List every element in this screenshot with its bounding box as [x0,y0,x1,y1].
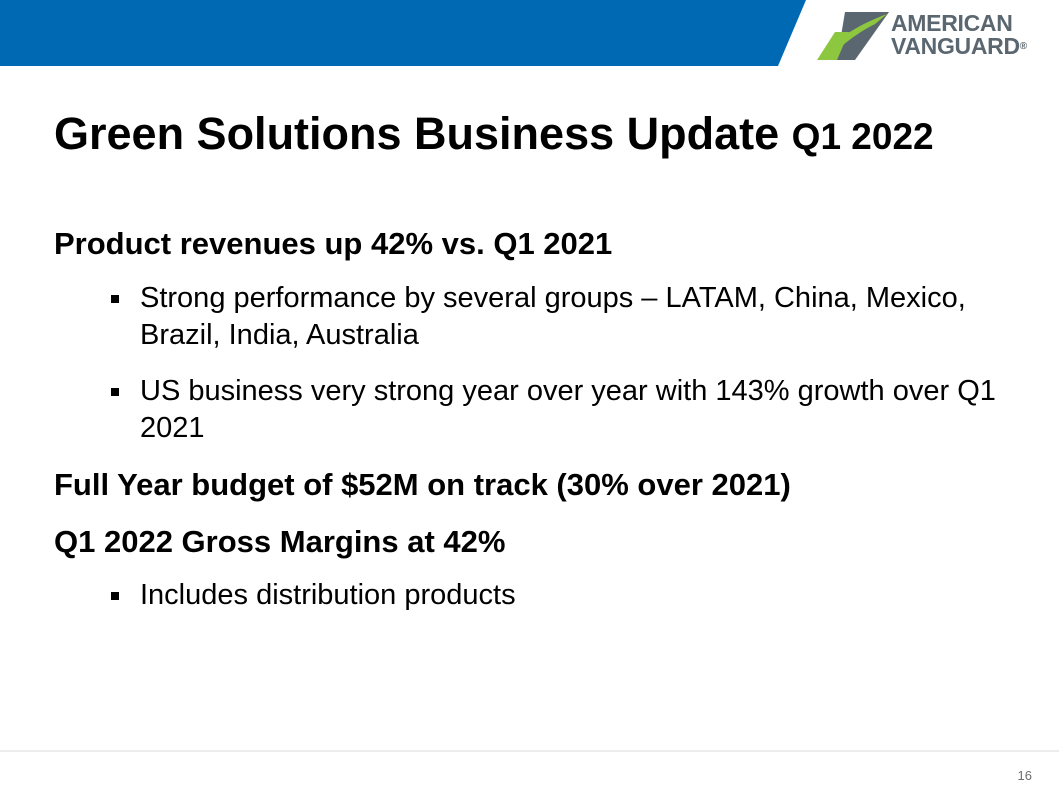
logo-line-1: AMERICAN [891,10,1013,36]
margins-bullet-1: Includes distribution products [54,577,1014,614]
margins-bullet-list: Includes distribution products [54,577,1014,614]
margins-bullet-1-text: Includes distribution products [140,579,516,611]
header-band-shape [0,0,806,66]
revenues-bullet-1-text: Strong performance by several groups – L… [140,282,966,351]
slide-title-main: Green Solutions Business Update [54,108,780,159]
logo-wordmark: AMERICAN VANGUARD® [891,12,1027,58]
company-logo: AMERICAN VANGUARD® [815,10,1045,62]
revenues-heading: Product revenues up 42% vs. Q1 2021 [54,226,613,261]
logo-reg-mark: ® [1019,41,1027,52]
footer-divider [0,750,1059,752]
revenues-bullet-2-text: US business very strong year over year w… [140,375,996,444]
budget-heading: Full Year budget of $52M on track (30% o… [54,467,791,502]
page-number: 16 [1017,768,1032,783]
logo-mark-icon [817,12,889,60]
slide-body: Product revenues up 42% vs. Q1 2021 Stro… [54,226,1014,614]
header-band [0,0,1059,66]
margins-heading: Q1 2022 Gross Margins at 42% [54,524,506,559]
square-bullet-icon [111,295,119,303]
revenues-bullet-list: Strong performance by several groups – L… [54,280,1014,447]
logo-line-2: VANGUARD® [891,35,1027,58]
square-bullet-icon [111,388,119,396]
slide-title: Green Solutions Business Update Q1 2022 [54,108,934,163]
slide-title-suffix: Q1 2022 [791,116,934,157]
square-bullet-icon [111,592,119,600]
revenues-bullet-2: US business very strong year over year w… [54,373,1014,447]
logo-line-2-text: VANGUARD [891,33,1020,59]
revenues-bullet-1: Strong performance by several groups – L… [54,280,1014,354]
